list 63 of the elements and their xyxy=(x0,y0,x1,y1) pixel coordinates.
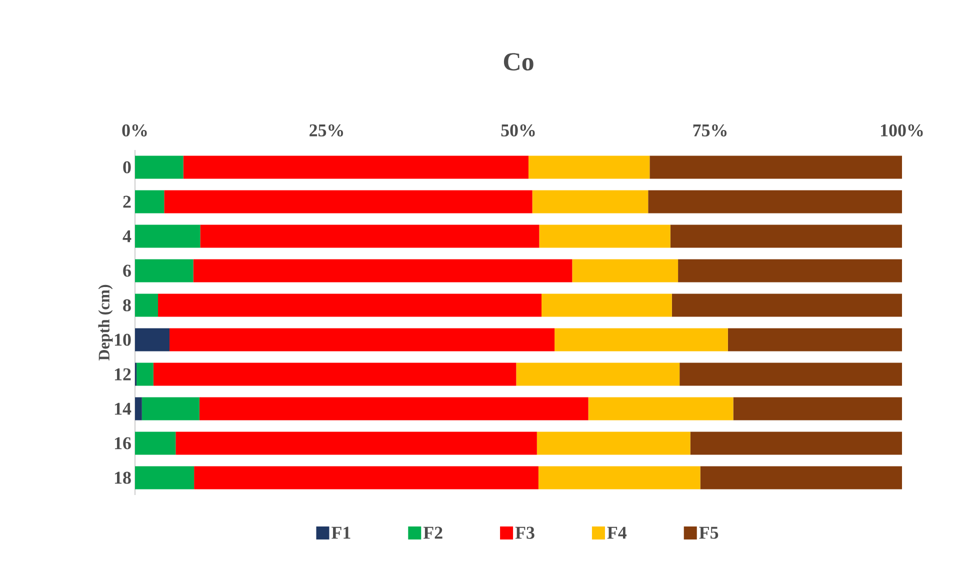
bar xyxy=(135,432,176,455)
legend-label: F3 xyxy=(515,526,534,539)
y-tick-label: 2 xyxy=(123,196,131,208)
x-tick-label: 100% xyxy=(881,124,923,136)
bar xyxy=(536,432,690,455)
bar xyxy=(528,156,650,179)
bar xyxy=(176,432,537,455)
bar xyxy=(135,328,170,352)
legend-label: F5 xyxy=(699,526,718,539)
legend-label: F2 xyxy=(423,526,442,539)
bar xyxy=(516,362,680,386)
x-tick-label: 50% xyxy=(501,124,535,136)
legend-label: F4 xyxy=(607,526,627,539)
bar xyxy=(135,156,184,179)
bar xyxy=(170,328,555,352)
bar xyxy=(680,362,902,386)
x-tick-label: 25% xyxy=(310,124,344,136)
bar xyxy=(200,224,540,248)
bar xyxy=(193,259,572,282)
bar xyxy=(136,362,154,386)
y-axis-title: Depth (cm) xyxy=(98,284,113,361)
y-tick-label: 14 xyxy=(114,402,132,415)
bar xyxy=(648,190,902,214)
x-tick-label: 0% xyxy=(122,124,147,136)
y-tick-label: 16 xyxy=(114,437,131,450)
bar xyxy=(135,466,194,490)
bar xyxy=(135,397,142,420)
bar xyxy=(728,328,902,352)
bar xyxy=(538,466,700,490)
bar xyxy=(142,397,200,420)
bar xyxy=(678,259,902,282)
y-tick-label: 12 xyxy=(114,368,131,380)
y-tick-label: 18 xyxy=(114,472,131,484)
bar xyxy=(199,397,588,420)
bar xyxy=(135,224,200,248)
bar xyxy=(539,224,670,248)
y-tick-label: 0 xyxy=(123,161,131,174)
bar xyxy=(554,328,728,352)
y-tick-label: 10 xyxy=(114,334,131,346)
bar xyxy=(153,362,516,386)
y-tick-label: 8 xyxy=(123,299,131,312)
bar xyxy=(733,397,902,420)
bar xyxy=(700,466,902,490)
legend-label: F1 xyxy=(332,526,350,539)
bar xyxy=(670,224,902,248)
bar xyxy=(542,294,672,317)
bar xyxy=(572,259,678,282)
bar xyxy=(183,156,528,179)
bar xyxy=(650,156,902,179)
bar xyxy=(588,397,734,420)
bar xyxy=(532,190,648,214)
y-tick-label: 6 xyxy=(123,264,131,277)
bar xyxy=(690,432,902,455)
bar xyxy=(135,294,158,317)
bar xyxy=(164,190,532,214)
bar xyxy=(672,294,902,317)
bar xyxy=(135,190,164,214)
bar xyxy=(158,294,542,317)
bar xyxy=(194,466,538,490)
bar xyxy=(135,259,194,282)
x-tick-label: 75% xyxy=(693,124,727,136)
y-tick-label: 4 xyxy=(122,230,132,242)
chart-title: Co xyxy=(504,53,534,70)
